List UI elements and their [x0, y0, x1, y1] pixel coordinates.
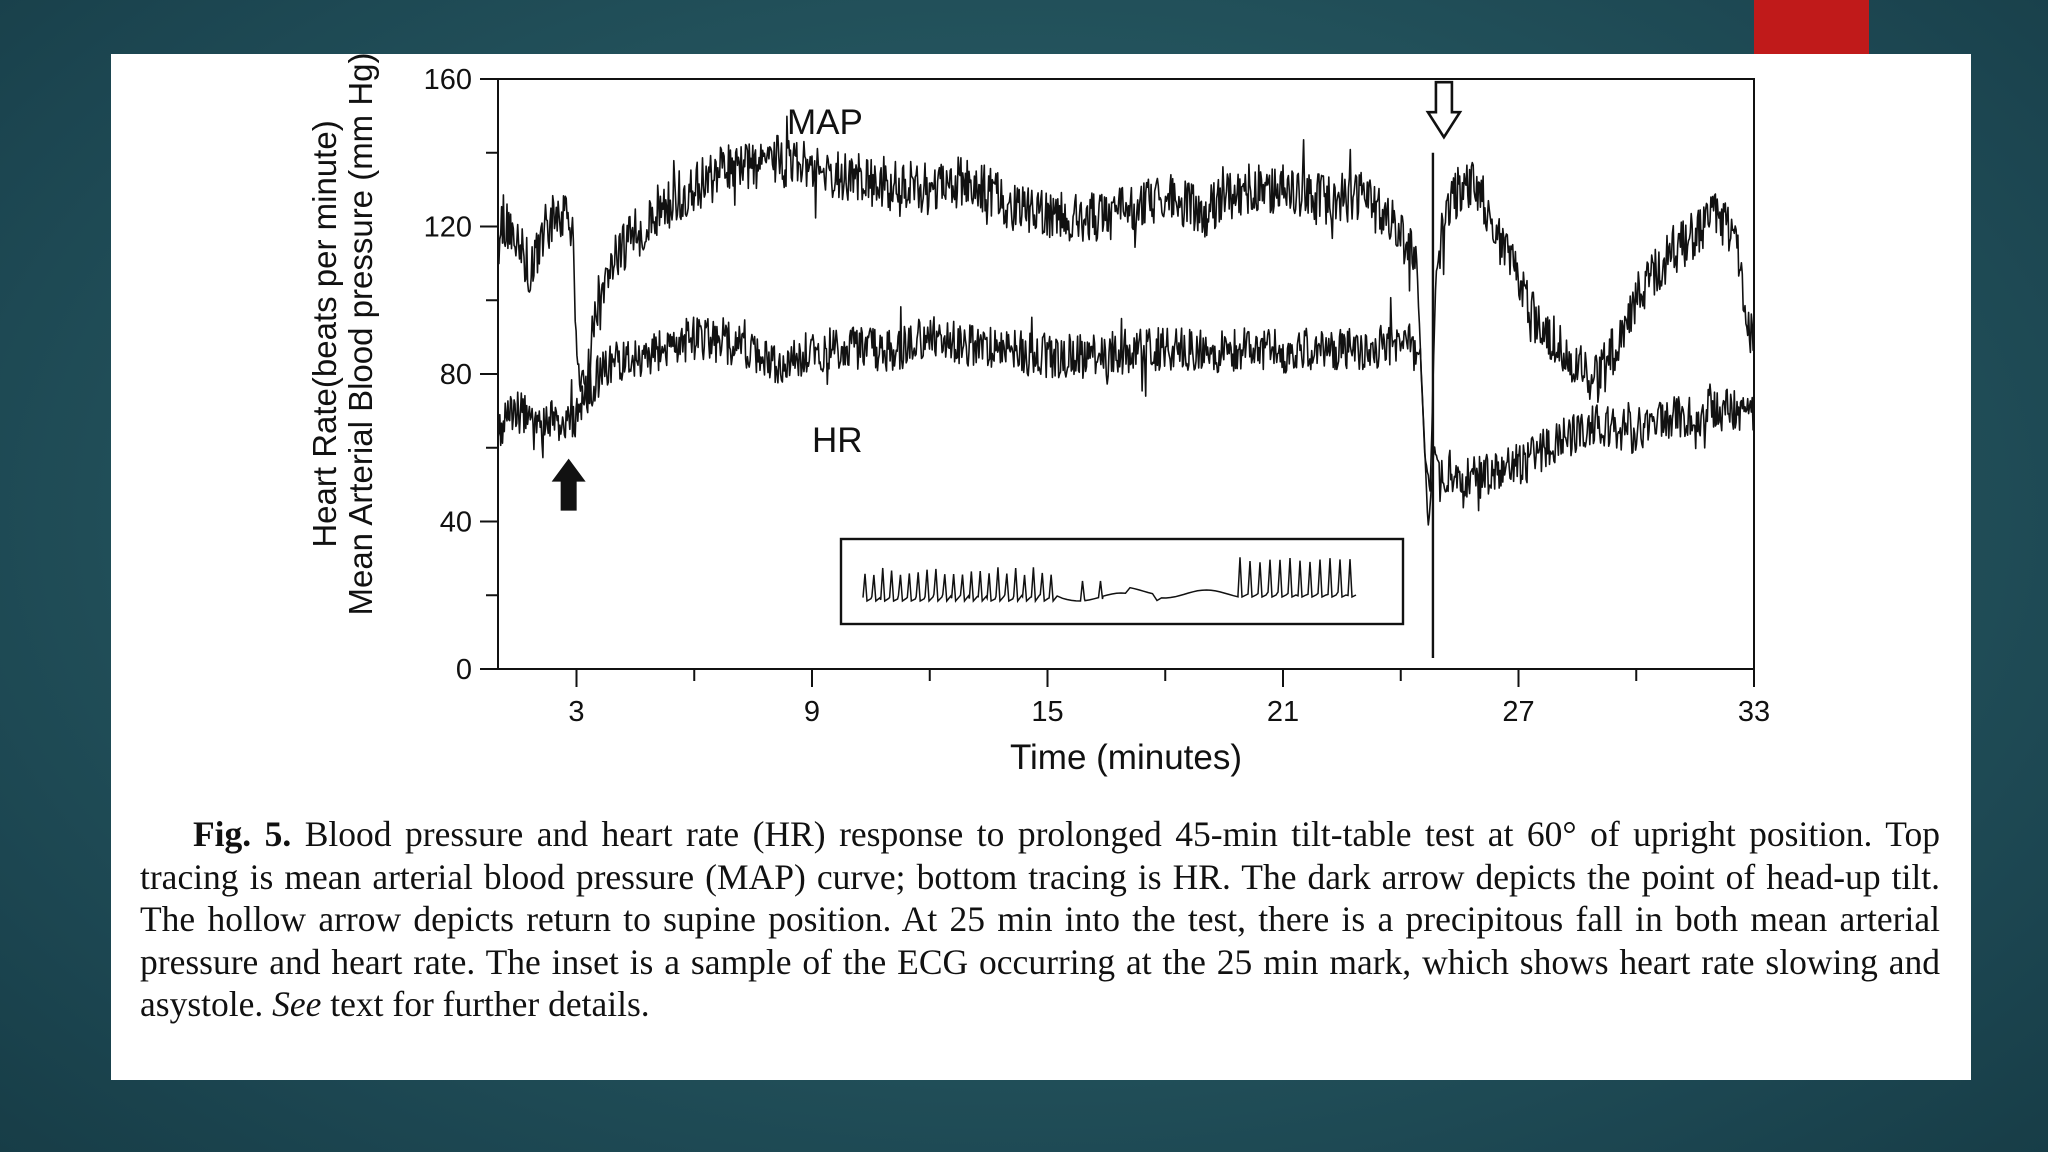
- supine-arrow-icon: [1425, 80, 1463, 140]
- x-tick-label: 3: [568, 696, 584, 728]
- caption-text: Blood pressure and heart rate (HR) respo…: [140, 814, 1940, 1024]
- x-tick-label: 15: [1031, 696, 1063, 728]
- y-axis-label-hr: Heart Rate(beats per minute): [306, 120, 343, 547]
- y-tick-label: 40: [440, 507, 472, 539]
- series-label-hr: HR: [812, 421, 863, 460]
- x-tick-label: 33: [1738, 696, 1770, 728]
- y-tick-label: 80: [440, 359, 472, 391]
- caption-fig-label: Fig. 5.: [193, 814, 292, 854]
- x-tick-label: 9: [804, 696, 820, 728]
- series-hr: [497, 296, 1755, 526]
- y-tick-label: 0: [456, 654, 472, 686]
- series-label-map: MAP: [787, 103, 863, 142]
- caption-see: See: [272, 984, 322, 1024]
- figure-caption: Fig. 5. Blood pressure and heart rate (H…: [140, 813, 1940, 1026]
- caption-text-end: text for further details.: [321, 984, 650, 1024]
- y-tick-label: 120: [424, 212, 472, 244]
- ecg-inset: [839, 537, 1405, 626]
- series-map: [497, 115, 1755, 492]
- axes: [480, 78, 1755, 687]
- y-axis-label-map: Mean Arterial Blood pressure (mm Hg): [342, 54, 379, 616]
- blood-pressure-heart-rate-chart: 0 40 80 120 160 3 9 15 21 27 33 Time (minutes) Heart…: [306, 54, 1770, 777]
- x-tick-label: 27: [1502, 696, 1534, 728]
- x-axis-label: Time (minutes): [1010, 738, 1242, 777]
- accent-tab: [1754, 0, 1869, 54]
- ecg-trace: [862, 557, 1357, 604]
- y-tick-label: 160: [424, 64, 472, 96]
- figure-panel: 0 40 80 120 160 3 9 15 21 27 33 Time (minutes) Heart…: [111, 54, 1971, 1080]
- tilt-arrow-icon: [551, 458, 586, 511]
- x-tick-label: 21: [1267, 696, 1299, 728]
